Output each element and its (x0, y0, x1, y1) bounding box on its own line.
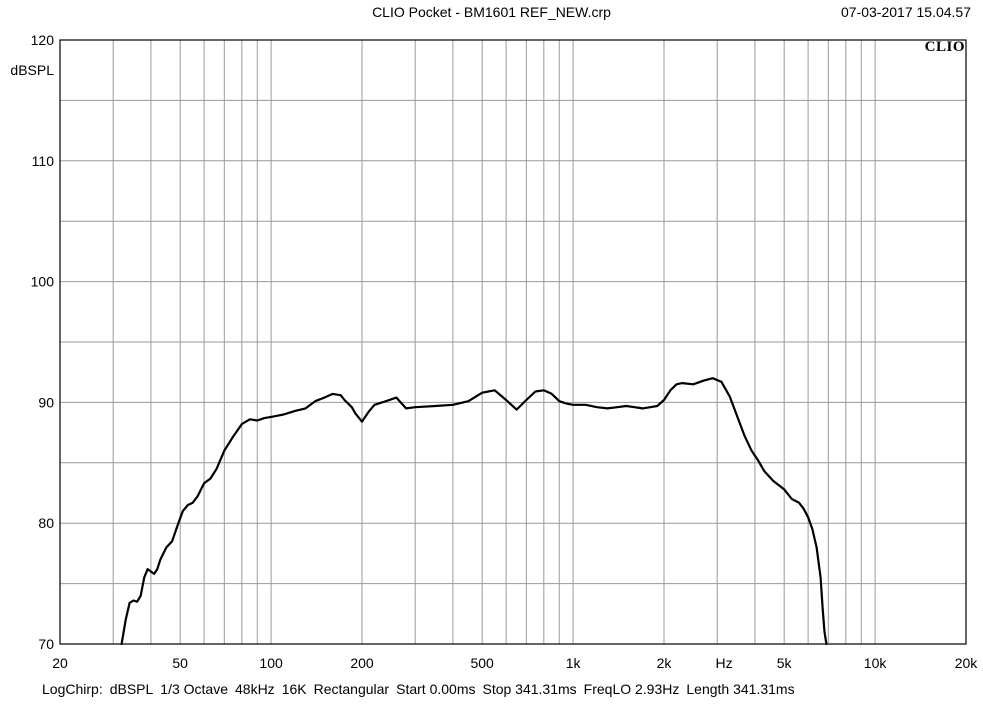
frequency-response-curve (122, 378, 827, 644)
x-tick-label: 50 (172, 655, 188, 671)
footer-item: dBSPL (110, 681, 154, 697)
footer-item: 16K (282, 681, 307, 697)
y-tick-label: 80 (38, 515, 54, 531)
y-tick-label: 90 (38, 394, 54, 410)
clio-logo: CLIO (925, 39, 965, 56)
footer-item: LogChirp: (42, 681, 103, 697)
footer-item: Rectangular (314, 681, 390, 697)
x-tick-label: 1k (566, 655, 582, 671)
footer-item: 1/3 Octave (160, 681, 228, 697)
y-tick-label: 120 (31, 32, 55, 48)
x-tick-label: 200 (350, 655, 374, 671)
y-tick-label: 110 (32, 153, 55, 169)
x-axis-unit-label: Hz (716, 655, 733, 671)
x-tick-label: 500 (470, 655, 494, 671)
y-tick-label: 100 (31, 274, 55, 290)
x-tick-label: 100 (259, 655, 283, 671)
footer-item: Length 341.31ms (686, 681, 794, 697)
footer-item: 48kHz (235, 681, 275, 697)
footer-item: Start 0.00ms (396, 681, 475, 697)
measurement-settings-bar: LogChirp: dBSPL 1/3 Octave 48kHz 16K Rectangu… (42, 681, 802, 697)
footer-item: Stop 341.31ms (482, 681, 576, 697)
y-axis-label: dBSPL (10, 62, 54, 78)
x-tick-label: 20k (955, 655, 979, 671)
x-tick-label: 20 (52, 655, 68, 671)
x-tick-label: 5k (777, 655, 793, 671)
x-tick-label: 10k (864, 655, 888, 671)
footer-item: FreqLO 2.93Hz (584, 681, 680, 697)
x-tick-label: 2k (657, 655, 673, 671)
y-tick-label: 70 (38, 636, 54, 652)
